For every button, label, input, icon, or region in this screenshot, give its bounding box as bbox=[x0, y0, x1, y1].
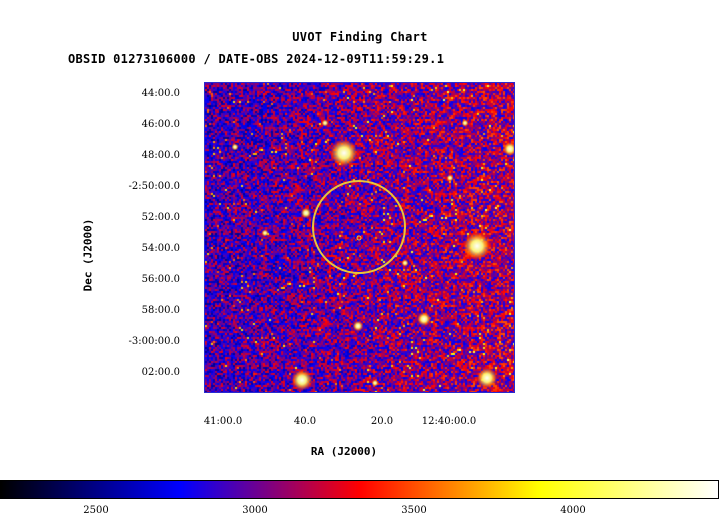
y-tick-label: 54:00.0 bbox=[141, 243, 180, 254]
y-tick-label: 48:00.0 bbox=[141, 150, 180, 161]
y-tick-label: 46:00.0 bbox=[141, 119, 180, 130]
x-tick-label: 20.0 bbox=[370, 416, 394, 427]
x-tick-label: 12:40:00.0 bbox=[421, 416, 477, 427]
y-tick-label: 58:00.0 bbox=[141, 305, 180, 316]
y-tick-label: -2:50:00.0 bbox=[128, 181, 180, 192]
colorbar-gradient bbox=[0, 480, 719, 499]
x-tick-label: 40.0 bbox=[293, 416, 317, 427]
y-axis-label: Dec (J2000) bbox=[81, 218, 95, 292]
y-tick-label: 02:00.0 bbox=[141, 367, 180, 378]
sky-image bbox=[204, 82, 515, 393]
y-tick-label: -3:00:00.0 bbox=[128, 336, 180, 347]
colorbar-tick-label: 2500 bbox=[83, 505, 109, 516]
y-tick-label: 44:00.0 bbox=[141, 88, 180, 99]
y-tick-label: 56:00.0 bbox=[141, 274, 180, 285]
x-axis-label: RA (J2000) bbox=[310, 445, 378, 458]
chart-title: UVOT Finding Chart bbox=[292, 30, 428, 44]
colorbar-tick-label: 4000 bbox=[560, 505, 586, 516]
y-tick-label: 52:00.0 bbox=[141, 212, 180, 223]
colorbar-tick-label: 3000 bbox=[242, 505, 268, 516]
sky-image-canvas bbox=[205, 83, 514, 392]
colorbar bbox=[0, 480, 720, 500]
chart-subtitle: OBSID 01273106000 / DATE-OBS 2024-12-09T… bbox=[68, 52, 445, 66]
x-tick-label: 41:00.0 bbox=[203, 416, 243, 427]
colorbar-tick-label: 3500 bbox=[401, 505, 427, 516]
